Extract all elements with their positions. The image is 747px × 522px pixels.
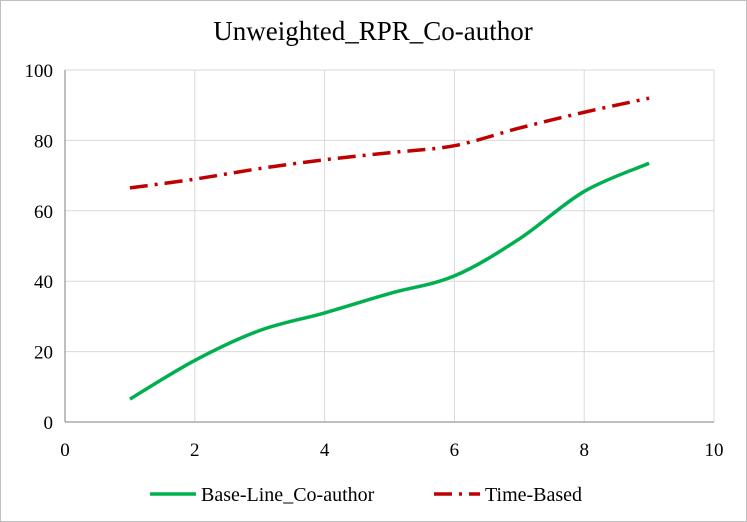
y-tick-label: 80	[34, 131, 53, 152]
legend-label-time-based: Time-Based	[485, 484, 582, 506]
y-tick-label: 20	[34, 343, 53, 364]
series-line-time-based	[129, 96, 650, 190]
axis-layer: 0 20 40 60 80 100 0 2 4 6 8 10	[25, 61, 724, 461]
x-tick-label: 4	[320, 440, 330, 461]
legend-label-base-line-co-author: Base-Line_Co-author	[201, 484, 375, 506]
series-line-base-line-co-author	[129, 161, 650, 401]
x-tick-label: 6	[450, 440, 460, 461]
y-tick-label: 60	[34, 202, 53, 223]
chart-title: Unweighted_RPR_Co-author	[213, 16, 532, 46]
legend: Base-Line_Co-author Time-Based	[150, 484, 582, 506]
y-tick-label: 40	[34, 272, 53, 293]
x-tick-label: 2	[190, 440, 200, 461]
y-tick-label: 100	[25, 61, 54, 82]
x-tick-label: 0	[60, 440, 70, 461]
x-tick-label: 10	[705, 440, 724, 461]
grid-layer	[65, 69, 715, 422]
x-tick-label: 8	[579, 440, 589, 461]
y-tick-label: 0	[44, 413, 54, 434]
series-layer	[129, 96, 650, 401]
